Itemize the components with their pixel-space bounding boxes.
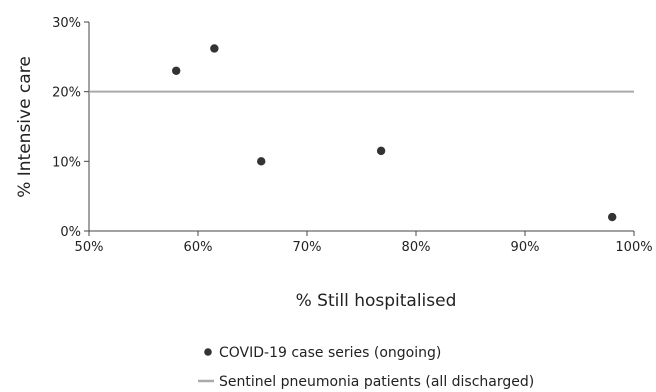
x-tick-label: 80% (402, 240, 431, 255)
data-point (376, 146, 386, 156)
x-tick-label: 50% (75, 240, 104, 255)
y-tick-label: 10% (52, 155, 81, 170)
data-point (172, 66, 181, 75)
y-tick-label: 20% (52, 86, 81, 101)
x-tick-label: 90% (511, 240, 540, 255)
x-tick-label: 60% (184, 240, 213, 255)
legend-label-case-series: COVID-19 case series (ongoing) (219, 345, 441, 361)
data-point (257, 157, 266, 166)
data-point (210, 44, 219, 53)
y-axis-title: % Intensive care (15, 56, 35, 198)
y-tick-label: 30% (52, 16, 81, 31)
legend-marker-case-series (204, 348, 212, 356)
tick-labels: 50% 60% 70% 80% 90% 100% 0% 10% 20% 30% (52, 16, 652, 255)
legend: COVID-19 case series (ongoing) Sentinel … (198, 345, 534, 390)
data-marks (89, 44, 634, 222)
x-axis-title: % Still hospitalised (296, 291, 457, 311)
x-tick-label: 70% (293, 240, 322, 255)
x-tick-label: 100% (615, 240, 652, 255)
y-tick-label: 0% (60, 225, 81, 240)
data-point (608, 212, 617, 222)
axes (84, 21, 635, 236)
legend-label-sentinel: Sentinel pneumonia patients (all dischar… (219, 374, 534, 390)
